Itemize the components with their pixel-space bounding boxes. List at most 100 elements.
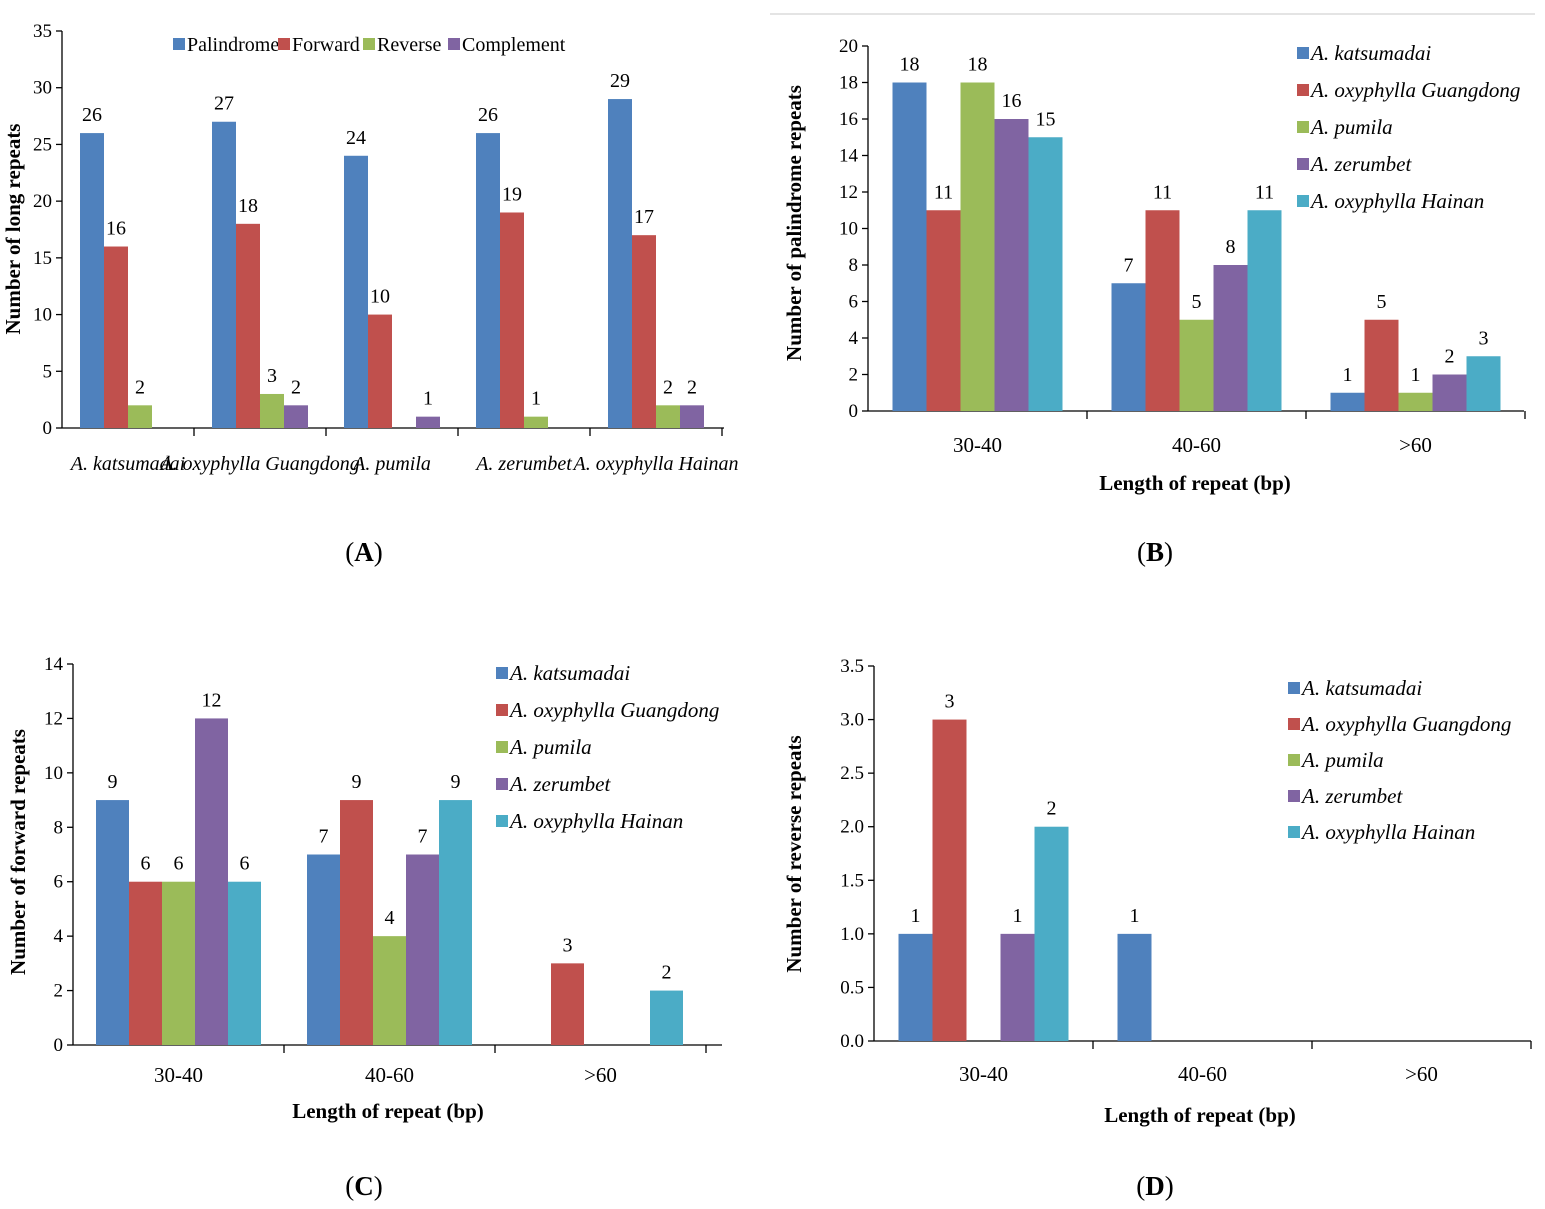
panel-b-bar (1466, 356, 1501, 411)
panel-b-y-tick-label: 12 (839, 182, 858, 203)
panel-b-bar (994, 119, 1029, 411)
panel-c-legend-swatch (496, 704, 508, 716)
panel-a-data-label: 17 (634, 206, 654, 228)
panel-c-y-tick-label: 2 (54, 981, 64, 1002)
panel-a-legend-swatch (448, 38, 460, 50)
panel-c-y-axis-title: Number of forward repeats (6, 729, 30, 975)
panel-a-data-label: 10 (370, 286, 390, 308)
panel-d-data-label: 3 (945, 691, 955, 713)
panel-b-y-tick-label: 2 (849, 365, 859, 386)
panel-b-bar (1364, 319, 1399, 411)
panel-c-x-axis-title: Length of repeat (bp) (292, 1099, 484, 1123)
panel-a-legend-label: Palindrome (187, 34, 279, 56)
panel-c-y-tick-label: 12 (44, 708, 63, 729)
panel-c-legend-swatch (496, 741, 508, 753)
panel-a-data-label: 2 (291, 376, 301, 398)
panel-d-y-tick-label: 1.0 (840, 924, 864, 945)
panel-a-y-tick-label: 10 (33, 305, 52, 326)
panel-a-data-label: 19 (502, 183, 522, 205)
panel-b-bar (1145, 210, 1180, 411)
panel-c-legend-label: A. oxyphylla Guangdong (508, 698, 719, 722)
panel-d-y-tick-label: 1.5 (840, 870, 864, 891)
panel-a-data-label: 1 (423, 388, 433, 410)
panel-c-data-label: 9 (352, 771, 362, 793)
panel-b-data-label: 11 (1153, 181, 1172, 203)
panel-d-y-axis-title: Number of reverse repeats (782, 735, 806, 972)
panel-c-legend-swatch (496, 667, 508, 679)
panel-b-data-label: 16 (1002, 90, 1022, 112)
panel-c-bar (129, 881, 162, 1045)
panel-d-bar (1034, 826, 1069, 1041)
panel-d-legend-label: A. katsumadai (1300, 676, 1422, 700)
panel-a-y-tick-label: 35 (33, 21, 52, 42)
panel-d-chart: Number of reverse repeats Length of repe… (782, 656, 1532, 1201)
panel-c-legend-swatch (496, 778, 508, 790)
panel-b-bar (1398, 392, 1433, 411)
panel-c-bar (307, 854, 340, 1045)
panel-c-bar (439, 800, 472, 1045)
panel-b-y-axis-title: Number of palindrome repeats (782, 85, 806, 361)
panel-b-data-label: 5 (1377, 291, 1387, 313)
panel-b-y-tick-label: 20 (839, 36, 858, 57)
panel-c-data-label: 2 (662, 962, 672, 984)
panel-b-data-label: 11 (1255, 181, 1274, 203)
panel-d-bar (932, 719, 967, 1041)
panel-b-data-label: 18 (968, 54, 988, 76)
panel-a-category-label: A. oxyphylla Hainan (572, 453, 739, 475)
panel-a-legend-swatch (363, 38, 375, 50)
panel-a-y-tick-label: 15 (33, 248, 52, 269)
panel-d-category-label: >60 (1405, 1062, 1438, 1086)
panel-d-letter: D (1145, 1171, 1165, 1201)
panel-c-category-label: 30-40 (154, 1063, 203, 1087)
panel-a-legend-swatch (278, 38, 290, 50)
panel-a-data-label: 3 (267, 365, 277, 387)
panel-d-x-axis-title: Length of repeat (bp) (1104, 1103, 1296, 1127)
panel-a-bar (284, 405, 308, 428)
panel-b-y-tick-label: 10 (839, 219, 858, 240)
panel-d-category-label: 40-60 (1178, 1062, 1227, 1086)
panel-c-bar (96, 800, 129, 1045)
panel-a-bar (656, 405, 680, 428)
panel-a-data-label: 24 (346, 127, 366, 149)
panel-a-data-label: 16 (106, 218, 126, 240)
panel-a-data-label: 26 (82, 104, 102, 126)
panel-a-y-tick-label: 30 (33, 78, 52, 99)
panel-a-bar (680, 405, 704, 428)
panel-b-legend-label: A. oxyphylla Hainan (1309, 189, 1484, 213)
panel-a-y-tick-label: 0 (43, 418, 53, 439)
panel-a-legend-swatch (173, 38, 185, 50)
panel-a-label: (A) (345, 537, 383, 567)
panel-d-legend-label: A. oxyphylla Hainan (1300, 820, 1475, 844)
panel-b-data-label: 5 (1192, 291, 1202, 313)
panel-a-legend-label: Complement (462, 34, 566, 56)
panel-b-legend-label: A. zerumbet (1309, 152, 1412, 176)
panel-a-category-label: A. zerumbet (474, 453, 572, 475)
panel-c-category-label: 40-60 (365, 1063, 414, 1087)
panel-b-chart: Number of palindrome repeats Length of r… (770, 13, 1535, 567)
panel-c-y-tick-label: 14 (44, 654, 64, 675)
panel-c-data-label: 6 (240, 853, 250, 875)
panel-c-bar (162, 881, 195, 1045)
panel-c-bar (406, 854, 439, 1045)
panel-a-bar (128, 405, 152, 428)
panel-b-data-label: 15 (1036, 108, 1056, 130)
panel-b-legend-swatch (1297, 47, 1309, 59)
panel-d-label: (D) (1136, 1171, 1174, 1201)
panel-a-bar (212, 121, 236, 428)
panel-c-legend-label: A. pumila (508, 735, 592, 759)
panel-a-bar (260, 393, 284, 428)
panel-d-data-label: 1 (1013, 905, 1023, 927)
panel-b-bar (1111, 283, 1146, 411)
panel-a-bar (632, 235, 656, 428)
panel-c-bar (650, 990, 683, 1045)
panel-a-data-label: 26 (478, 104, 498, 126)
panel-b-data-label: 11 (934, 181, 953, 203)
panel-c-y-tick-label: 8 (54, 817, 64, 838)
panel-a-letter: A (354, 537, 374, 567)
panel-d-legend-label: A. oxyphylla Guangdong (1300, 712, 1511, 736)
panel-b-y-tick-label: 4 (849, 328, 859, 349)
panel-d-y-tick-label: 3.0 (840, 710, 864, 731)
panel-c-legend-label: A. katsumadai (508, 661, 630, 685)
panel-c-data-label: 7 (319, 826, 329, 848)
